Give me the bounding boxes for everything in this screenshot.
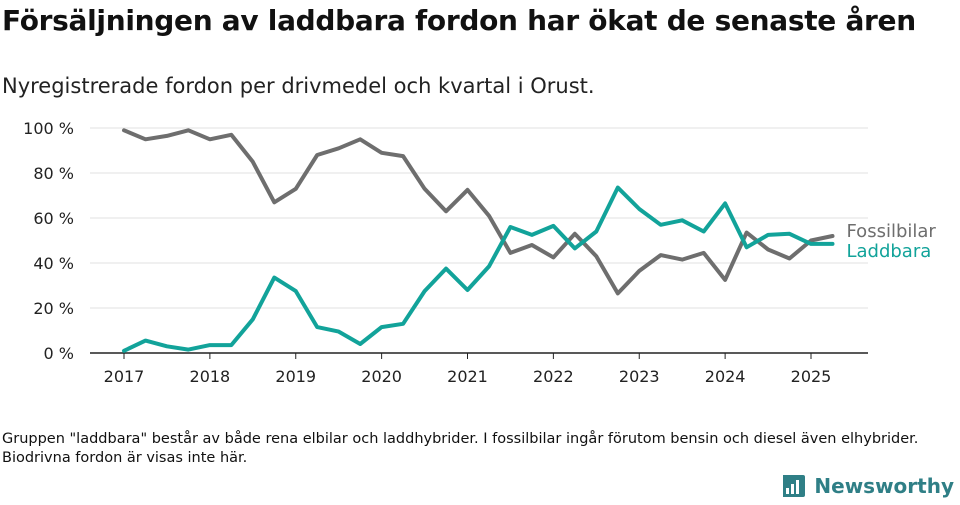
- brand-logo: Newsworthy: [780, 473, 954, 499]
- x-tick-label: 2018: [190, 367, 231, 386]
- x-tick-label: 2019: [275, 367, 316, 386]
- x-axis: 2017 2018 2019 2020 2021 2022 2023 2024 2025: [90, 352, 868, 386]
- y-tick-label: 60 %: [33, 209, 74, 228]
- x-tick-label: 2022: [533, 367, 574, 386]
- y-axis-ticks: 0 % 20 % 40 % 60 % 80 % 100 %: [23, 119, 74, 363]
- x-tick-label: 2020: [361, 367, 402, 386]
- footnote: Gruppen "laddbara" består av både rena e…: [2, 431, 919, 466]
- y-tick-label: 80 %: [33, 164, 74, 183]
- series-line-fossilbilar: [122, 128, 835, 296]
- x-tick-label: 2017: [104, 367, 145, 386]
- gridlines: [90, 127, 868, 309]
- y-tick-label: 20 %: [33, 299, 74, 318]
- series-lines: [122, 128, 835, 353]
- series-label-fossilbilar: Fossilbilar: [846, 221, 936, 242]
- y-tick-label: 100 %: [23, 119, 74, 138]
- y-tick-label: 0 %: [44, 344, 74, 363]
- chart-title: Försäljningen av laddbara fordon har öka…: [2, 4, 916, 37]
- y-tick-label: 40 %: [33, 254, 74, 273]
- brand-name: Newsworthy: [814, 474, 954, 498]
- line-chart: 0 % 20 % 40 % 60 % 80 % 100 % 2017 2018 2019 202…: [23, 119, 936, 386]
- newsworthy-logo-icon: [783, 475, 806, 497]
- series-line-laddbara: [122, 185, 835, 353]
- series-label-laddbara: Laddbara: [846, 241, 931, 262]
- x-tick-label: 2024: [705, 367, 746, 386]
- x-tick-label: 2023: [619, 367, 660, 386]
- chart-subtitle: Nyregistrerade fordon per drivmedel och …: [2, 74, 595, 98]
- x-tick-label: 2025: [791, 367, 832, 386]
- x-tick-label: 2021: [447, 367, 488, 386]
